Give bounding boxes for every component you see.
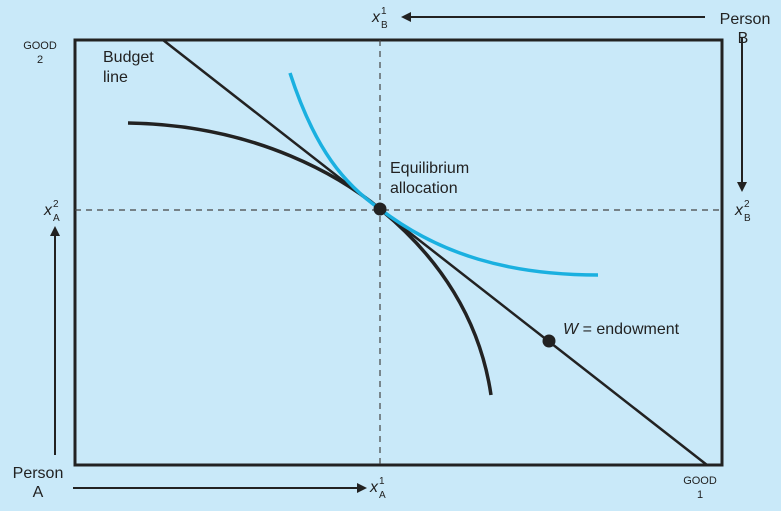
endowment-symbol: W	[563, 321, 580, 338]
symbol-sub: B	[381, 20, 388, 31]
symbol-sup: 1	[381, 6, 387, 17]
endowment-text: = endowment	[583, 321, 680, 338]
symbol-sup: 2	[53, 199, 59, 210]
good1-number: 1	[697, 489, 703, 501]
person-a: A	[33, 484, 44, 501]
equilibrium-point	[373, 202, 387, 216]
good1-label: GOOD	[683, 475, 717, 487]
box	[73, 38, 724, 467]
symbol-sub: A	[379, 490, 386, 501]
symbol-base: x	[734, 202, 744, 219]
xb1: x 1 B	[371, 6, 388, 31]
endowment-point	[542, 334, 556, 348]
equilibrium-label: Equilibrium	[390, 160, 469, 177]
good2-number: 2	[37, 54, 43, 66]
budget-label: Budget	[103, 49, 154, 66]
xa2: x 2 A	[43, 199, 60, 224]
symbol-sup: 2	[744, 199, 750, 210]
symbol-base: x	[371, 9, 381, 26]
good2-label: GOOD	[23, 40, 57, 52]
symbol-sub: B	[744, 213, 751, 224]
budget-line	[162, 39, 708, 466]
symbol-sup: 1	[379, 476, 385, 487]
budget-label: line	[103, 69, 128, 86]
symbol-sub: A	[53, 213, 60, 224]
person-b: Person	[720, 11, 771, 28]
endowment-label: W = endowment	[563, 321, 680, 338]
symbol-base: x	[43, 202, 53, 219]
equilibrium-label: allocation	[390, 180, 458, 197]
person-b: B	[738, 30, 749, 47]
symbol-base: x	[369, 479, 379, 496]
xa1: x 1 A	[369, 476, 386, 501]
xb2: x 2 B	[734, 199, 751, 224]
person-a: Person	[13, 465, 64, 482]
